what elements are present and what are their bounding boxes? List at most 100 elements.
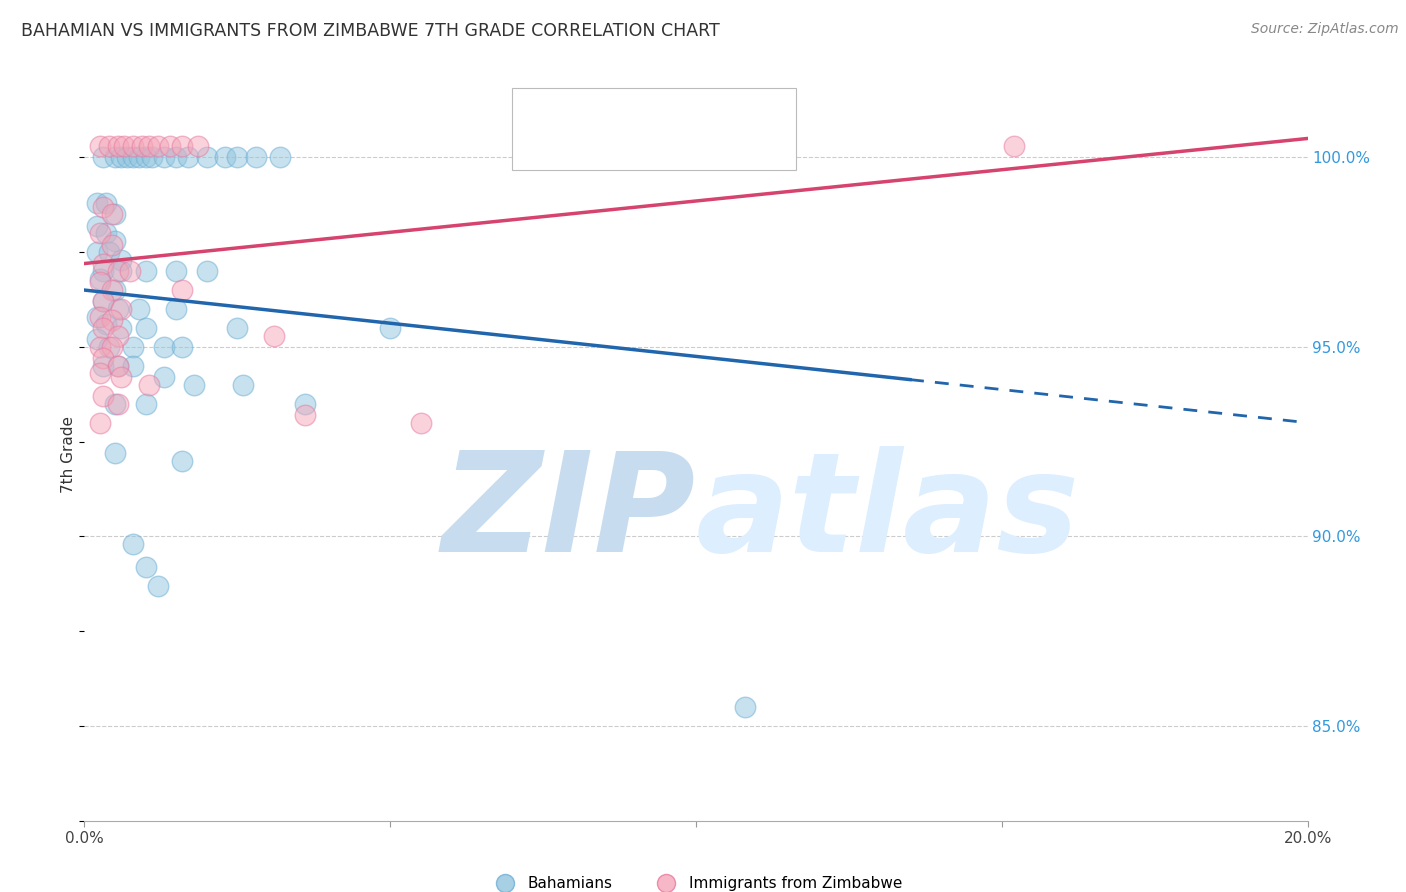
Point: [89, 139, 111, 153]
Point: [91, 264, 114, 278]
Point: [91, 200, 114, 214]
Point: [186, 139, 208, 153]
Point: [226, 321, 249, 335]
Point: [101, 313, 124, 327]
Point: [110, 301, 132, 316]
Point: [101, 207, 124, 221]
Point: [734, 700, 756, 714]
Point: [128, 301, 150, 316]
Point: [165, 150, 187, 164]
Point: [94, 195, 117, 210]
Point: [89, 340, 111, 354]
Point: [86, 245, 108, 260]
Point: [177, 150, 200, 164]
Point: [104, 397, 127, 411]
Point: [110, 264, 132, 278]
Text: ZIP: ZIP: [441, 446, 696, 581]
Point: [110, 370, 132, 384]
Point: [195, 150, 218, 164]
Y-axis label: 7th Grade: 7th Grade: [60, 417, 76, 493]
Point: [91, 351, 114, 366]
Text: R = -0.120   N = 63: R = -0.120 N = 63: [571, 102, 745, 117]
Point: [101, 237, 124, 252]
Point: [97, 139, 120, 153]
Point: [110, 252, 132, 267]
Text: R =  0.324   N = 43: R = 0.324 N = 43: [571, 142, 745, 157]
Point: [107, 301, 129, 316]
Point: [269, 150, 291, 164]
Point: [89, 271, 111, 285]
Point: [153, 340, 176, 354]
Point: [141, 150, 163, 164]
Point: [112, 139, 135, 153]
Point: [159, 139, 181, 153]
Point: [226, 150, 249, 164]
Point: [91, 294, 114, 309]
Legend: Bahamians, Immigrants from Zimbabwe: Bahamians, Immigrants from Zimbabwe: [484, 870, 908, 892]
Point: [86, 332, 108, 346]
Point: [409, 416, 432, 430]
Point: [115, 150, 138, 164]
Point: [107, 359, 129, 373]
Point: [165, 264, 187, 278]
Point: [263, 328, 285, 343]
Point: [120, 264, 142, 278]
Point: [97, 340, 120, 354]
Point: [86, 195, 108, 210]
Text: BAHAMIAN VS IMMIGRANTS FROM ZIMBABWE 7TH GRADE CORRELATION CHART: BAHAMIAN VS IMMIGRANTS FROM ZIMBABWE 7TH…: [21, 22, 720, 40]
Point: [165, 301, 187, 316]
FancyBboxPatch shape: [512, 88, 796, 170]
Point: [89, 226, 111, 240]
Point: [101, 283, 124, 297]
Point: [122, 139, 145, 153]
Point: [86, 310, 108, 324]
Point: [104, 446, 127, 460]
Point: [94, 226, 117, 240]
Point: [104, 150, 127, 164]
Point: [101, 340, 124, 354]
Point: [172, 139, 194, 153]
Point: [110, 321, 132, 335]
Point: [89, 276, 111, 290]
Point: [104, 283, 127, 297]
Point: [172, 283, 194, 297]
Point: [135, 264, 157, 278]
Point: [89, 367, 111, 381]
Point: [122, 150, 145, 164]
Point: [153, 150, 176, 164]
Point: [183, 377, 205, 392]
Point: [294, 408, 316, 422]
Point: [122, 340, 145, 354]
Point: [172, 453, 194, 467]
Point: [86, 219, 108, 233]
Point: [94, 317, 117, 331]
Point: [214, 150, 236, 164]
Text: atlas: atlas: [696, 446, 1080, 581]
Point: [89, 310, 111, 324]
Point: [122, 359, 145, 373]
Point: [245, 150, 267, 164]
Point: [146, 579, 169, 593]
Point: [138, 139, 160, 153]
Point: [1002, 139, 1025, 153]
Point: [380, 321, 402, 335]
Point: [153, 370, 176, 384]
Point: [91, 294, 114, 309]
Point: [128, 150, 150, 164]
Point: [91, 150, 114, 164]
Point: [91, 321, 114, 335]
Point: [107, 139, 129, 153]
Point: [146, 139, 169, 153]
Point: [104, 207, 127, 221]
Point: [135, 397, 157, 411]
Point: [107, 397, 129, 411]
Point: [195, 264, 218, 278]
Point: [91, 389, 114, 403]
Point: [107, 359, 129, 373]
Point: [89, 416, 111, 430]
Point: [138, 377, 160, 392]
Point: [172, 340, 194, 354]
Point: [91, 256, 114, 270]
FancyBboxPatch shape: [515, 94, 562, 125]
Point: [135, 559, 157, 574]
